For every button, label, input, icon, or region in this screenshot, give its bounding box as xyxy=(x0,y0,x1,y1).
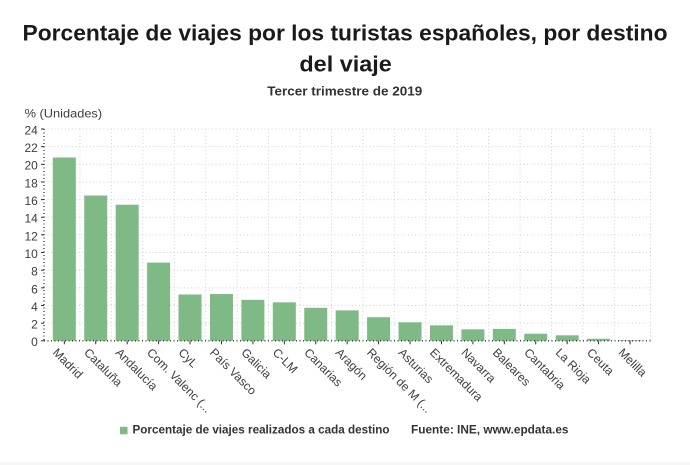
svg-text:12: 12 xyxy=(24,229,38,243)
svg-text:24: 24 xyxy=(24,123,38,137)
svg-text:18: 18 xyxy=(24,176,38,190)
svg-text:0: 0 xyxy=(31,335,38,349)
svg-text:% (Unidades): % (Unidades) xyxy=(25,106,102,120)
svg-text:6: 6 xyxy=(31,282,38,296)
svg-text:Tercer trimestre de 2019: Tercer trimestre de 2019 xyxy=(267,85,422,99)
svg-text:Porcentaje de viajes realizado: Porcentaje de viajes realizados a cada d… xyxy=(133,423,390,437)
svg-text:22: 22 xyxy=(24,141,38,155)
svg-text:20: 20 xyxy=(24,159,38,173)
svg-text:4: 4 xyxy=(31,300,38,314)
svg-text:8: 8 xyxy=(31,265,38,279)
svg-text:14: 14 xyxy=(24,212,38,226)
svg-text:Fuente: INE, www.epdata.es: Fuente: INE, www.epdata.es xyxy=(411,423,569,437)
svg-text:2: 2 xyxy=(31,318,38,332)
svg-text:Porcentaje de viajes por los t: Porcentaje de viajes por los turistas es… xyxy=(23,21,668,46)
svg-text:10: 10 xyxy=(24,247,38,261)
svg-text:del viaje: del viaje xyxy=(299,51,392,76)
svg-text:16: 16 xyxy=(24,194,38,208)
